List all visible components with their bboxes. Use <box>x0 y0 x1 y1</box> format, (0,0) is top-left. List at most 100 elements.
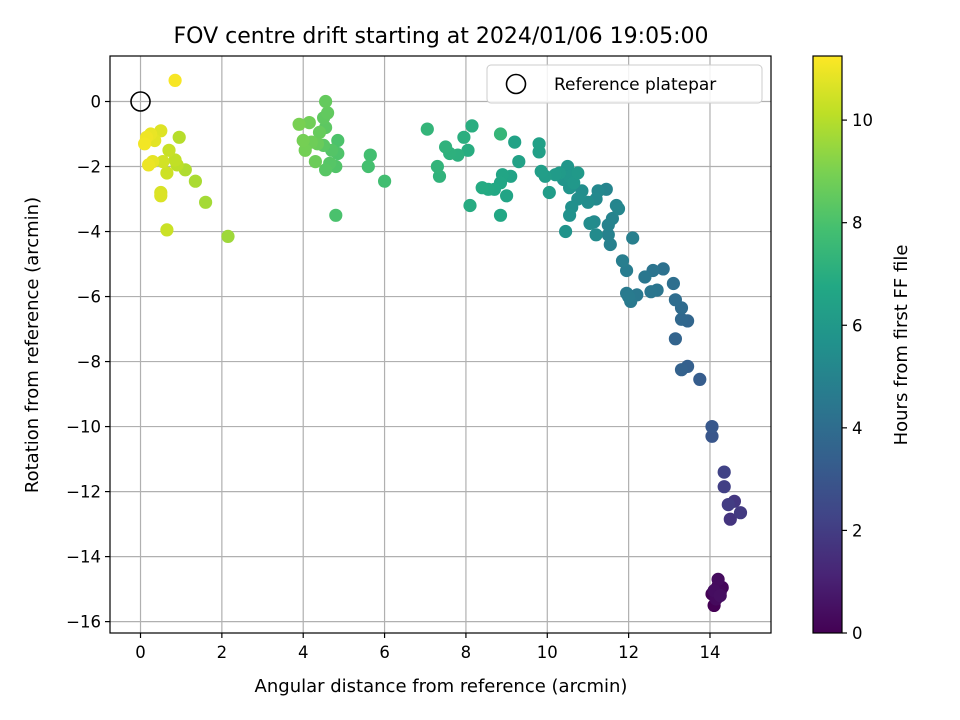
data-point <box>312 125 327 139</box>
chart-title: FOV centre drift starting at 2024/01/06 … <box>174 24 709 49</box>
reference-platepar-marker <box>130 91 151 112</box>
colorbar-label: Hours from first FF file <box>891 245 912 446</box>
data-point <box>500 189 514 203</box>
data-point <box>656 262 670 276</box>
data-point <box>559 224 573 239</box>
data-point <box>331 133 345 148</box>
legend: Reference platepar <box>486 64 763 104</box>
x-tick-label: 8 <box>461 643 472 662</box>
colorbar-gradient <box>812 55 843 634</box>
colorbar-tick-label: 0 <box>852 624 863 643</box>
plot-frame <box>109 55 772 634</box>
data-point <box>168 73 182 87</box>
data-point <box>711 572 725 587</box>
data-point <box>296 133 310 148</box>
legend-entry-reference-platepar: Reference platepar <box>554 75 716 95</box>
data-point <box>589 228 603 242</box>
data-point <box>188 174 202 188</box>
data-point <box>721 498 735 512</box>
data-point <box>154 124 168 138</box>
data-point <box>581 195 595 209</box>
legend-box <box>486 64 763 104</box>
data-point <box>713 589 727 603</box>
data-point <box>705 420 719 434</box>
axis-ticks: 0 2 4 6 8 10 12 14 0 −2 −4 −6 −8 −10 −12 −14 −16 <box>66 93 720 662</box>
colorbar-ticks: 0 2 4 6 8 10 <box>842 111 873 643</box>
data-point <box>717 480 731 494</box>
y-tick-label: −12 <box>66 483 101 502</box>
data-point <box>142 158 156 172</box>
y-tick-label: 0 <box>91 93 102 112</box>
data-point <box>160 166 174 180</box>
x-tick-label: 4 <box>298 643 309 662</box>
data-point <box>329 208 343 222</box>
x-tick-label: 6 <box>379 643 390 662</box>
data-point <box>432 169 447 183</box>
data-point <box>463 198 477 213</box>
x-tick-label: 0 <box>135 643 146 662</box>
x-tick-label: 2 <box>217 643 228 662</box>
data-point <box>532 137 546 151</box>
y-tick-label: −10 <box>66 418 101 437</box>
data-point <box>615 254 630 268</box>
colorbar-tick-label: 4 <box>852 419 863 438</box>
data-point <box>571 166 585 180</box>
data-point <box>363 148 377 162</box>
data-point <box>638 270 652 284</box>
data-point <box>475 181 489 195</box>
data-point <box>321 106 335 120</box>
x-tick-label: 14 <box>699 643 720 662</box>
data-point <box>512 155 526 169</box>
data-point <box>668 332 683 346</box>
data-point <box>160 223 174 237</box>
data-point <box>420 122 434 136</box>
y-axis-label: Rotation from reference (arcmin) <box>22 197 43 493</box>
y-tick-label: −14 <box>66 548 101 567</box>
data-point <box>493 208 508 222</box>
data-point <box>298 143 312 157</box>
data-point <box>162 143 176 157</box>
data-point <box>542 185 556 200</box>
data-point <box>308 155 322 169</box>
colorbar-tick-label: 8 <box>852 214 863 233</box>
data-point <box>292 117 306 131</box>
grid-lines <box>110 56 771 633</box>
data-point <box>674 312 689 326</box>
y-tick-label: −2 <box>77 158 101 177</box>
x-tick-label: 10 <box>537 643 558 662</box>
data-point <box>548 168 563 182</box>
data-point <box>199 195 213 209</box>
data-point <box>172 130 186 144</box>
data-point <box>508 135 522 149</box>
data-point <box>622 290 636 304</box>
data-point <box>583 216 597 230</box>
data-point <box>733 506 748 520</box>
data-point <box>668 293 683 307</box>
data-point <box>154 189 168 203</box>
data-point <box>156 155 170 169</box>
data-point <box>674 363 689 377</box>
y-tick-label: −16 <box>66 613 101 632</box>
data-point <box>461 143 475 157</box>
data-point <box>626 231 640 245</box>
data-point <box>717 465 731 479</box>
data-point <box>168 153 182 167</box>
x-axis-label: Angular distance from reference (arcmin) <box>255 676 628 697</box>
data-point <box>693 372 707 386</box>
data-point <box>378 174 392 188</box>
data-point <box>705 429 719 443</box>
colorbar-tick-label: 10 <box>852 111 873 130</box>
data-point <box>221 229 235 243</box>
colorbar-tick-label: 2 <box>852 521 863 540</box>
data-point <box>601 228 615 242</box>
data-point <box>319 163 333 177</box>
y-tick-label: −8 <box>77 353 101 372</box>
y-tick-label: −6 <box>77 288 101 307</box>
data-point <box>666 276 681 291</box>
data-point <box>644 285 658 299</box>
x-tick-label: 12 <box>618 643 639 662</box>
data-point <box>361 159 375 174</box>
data-point <box>439 140 453 154</box>
y-tick-label: −4 <box>77 223 101 242</box>
